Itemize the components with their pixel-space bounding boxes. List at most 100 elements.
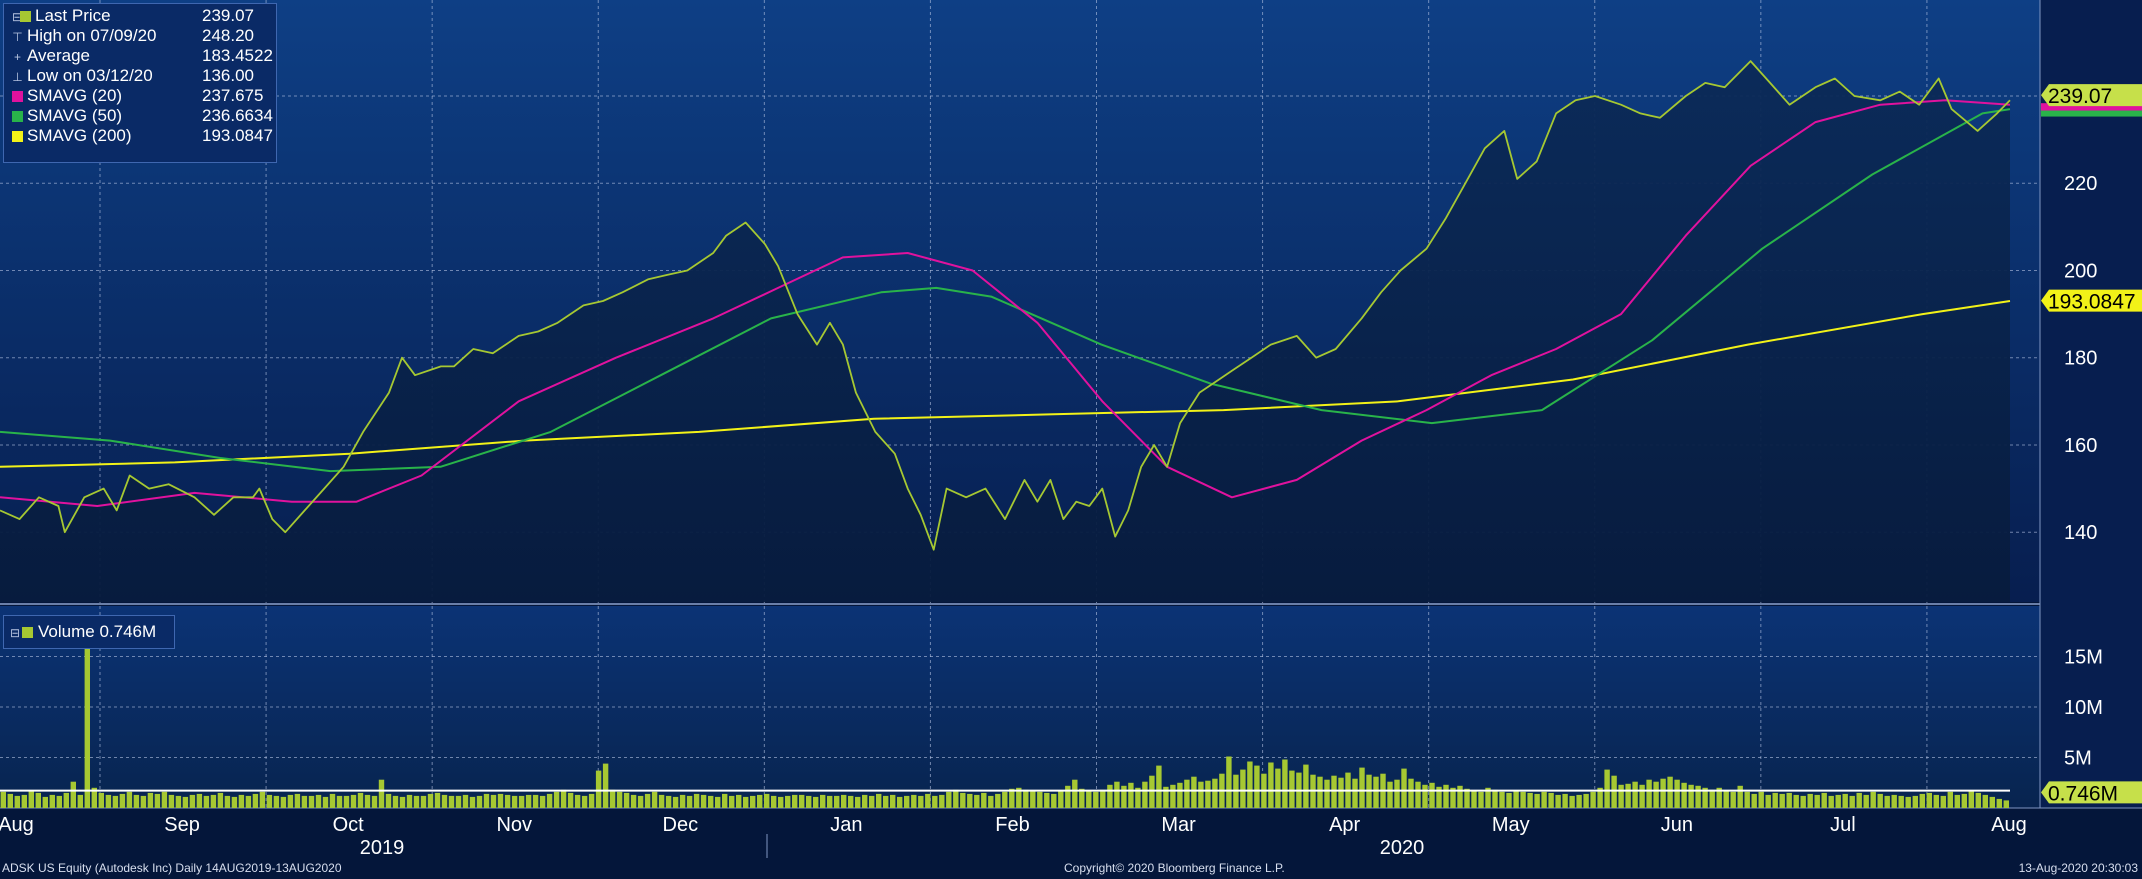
volume-bar xyxy=(736,794,742,808)
volume-bar xyxy=(1184,779,1190,808)
volume-bar xyxy=(616,791,623,808)
volume-bar xyxy=(224,795,231,808)
volume-bar xyxy=(1023,789,1029,808)
volume-bar xyxy=(252,793,259,808)
volume-bar xyxy=(140,795,147,808)
volume-bar xyxy=(1513,790,1519,808)
volume-bar xyxy=(161,791,168,808)
y-tick-label: 160 xyxy=(2064,435,2097,457)
volume-bar xyxy=(602,763,609,808)
volume-bar xyxy=(273,795,280,808)
volume-bar xyxy=(210,794,217,808)
volume-bar xyxy=(686,795,693,808)
volume-bar xyxy=(722,793,728,808)
sma50-swatch xyxy=(12,111,23,122)
volume-bar xyxy=(1450,787,1456,808)
volume-bar xyxy=(1835,794,1841,808)
volume-bar xyxy=(665,795,672,808)
volume-bar xyxy=(1548,792,1554,808)
volume-bar xyxy=(1037,791,1043,808)
volume-bar xyxy=(862,794,868,808)
last-price-tag-label: 239.07 xyxy=(2048,85,2112,108)
volume-bar xyxy=(1331,775,1337,808)
volume-bar xyxy=(1576,794,1582,808)
volume-bar xyxy=(525,794,532,808)
volume-bar xyxy=(743,796,749,808)
x-tick-label: Nov xyxy=(496,814,532,836)
volume-bar xyxy=(1135,787,1141,808)
volume-bar xyxy=(1093,791,1099,808)
x-tick-label: Jul xyxy=(1830,814,1856,836)
legend-sma50: SMAVG (50) 236.6634 xyxy=(12,106,273,126)
volume-bar xyxy=(1149,775,1155,808)
sma200-swatch xyxy=(12,131,23,142)
volume-bar xyxy=(1618,784,1624,808)
last-price-line xyxy=(0,60,2011,551)
volume-bar xyxy=(119,793,126,808)
volume-bar xyxy=(630,794,637,808)
volume-bar xyxy=(483,793,490,808)
volume-bar xyxy=(1107,784,1113,808)
volume-bar xyxy=(1198,781,1204,808)
volume-bar xyxy=(995,793,1001,808)
volume-bar xyxy=(1730,791,1736,808)
volume-bar xyxy=(1114,781,1120,808)
volume-bar xyxy=(1786,792,1792,808)
volume-bar xyxy=(1030,790,1036,808)
year-label: 2020 xyxy=(1380,837,1425,859)
volume-bar xyxy=(1499,791,1505,808)
volume-bar xyxy=(28,790,34,808)
volume-bar xyxy=(469,796,476,808)
x-tick-label: Mar xyxy=(1161,814,1196,836)
value-tags: 239.07 193.0847 0.746M xyxy=(2041,84,2142,805)
volume-bar xyxy=(1688,784,1694,808)
volume-bar xyxy=(301,795,308,808)
volume-bar xyxy=(1905,796,1911,808)
volume-bar xyxy=(1478,791,1484,808)
volume-bar xyxy=(1352,778,1358,808)
volume-bar xyxy=(1562,793,1568,808)
volume-bar xyxy=(960,792,966,808)
x-tick-label: Feb xyxy=(995,814,1029,836)
volume-bar xyxy=(1009,788,1015,808)
volume-bar xyxy=(133,794,140,808)
volume-bar xyxy=(841,794,847,808)
volume-bar xyxy=(1128,782,1134,809)
volume-bar xyxy=(518,795,525,808)
volume-bar xyxy=(855,796,861,808)
volume-bar xyxy=(623,792,630,808)
volume-bar xyxy=(490,794,497,808)
volume-bar xyxy=(813,796,819,808)
volume-bar xyxy=(1534,793,1540,808)
smavg-20--line xyxy=(0,99,2011,507)
volume-y-tick-label: 10M xyxy=(2064,697,2103,719)
volume-bar xyxy=(1422,784,1428,808)
volume-bar xyxy=(1632,781,1638,808)
volume-bar xyxy=(1597,787,1603,808)
volume-bar xyxy=(1541,791,1547,808)
volume-bar xyxy=(1191,776,1197,808)
volume-bar xyxy=(637,795,644,808)
collapse-icon[interactable]: ⊟ xyxy=(12,10,23,24)
volume-bar xyxy=(1569,795,1575,808)
volume-bar xyxy=(869,795,875,808)
volume-y-tick-label: 5M xyxy=(2064,748,2092,770)
y-tick-label: 220 xyxy=(2064,173,2097,195)
volume-bar xyxy=(553,791,560,808)
volume-bar xyxy=(729,795,735,808)
volume-bar xyxy=(1170,784,1176,808)
volume-bar xyxy=(2003,800,2009,808)
volume-bar xyxy=(911,794,917,808)
volume-bar xyxy=(1660,778,1666,808)
sma20-tag xyxy=(2041,103,2142,114)
volume-bar xyxy=(588,793,595,808)
volume-bar xyxy=(1765,794,1771,808)
volume-bar xyxy=(175,795,182,808)
x-tick-label: Oct xyxy=(333,814,365,836)
volume-bar xyxy=(834,795,840,808)
volume-bar xyxy=(1625,783,1631,808)
volume-bar xyxy=(1324,779,1330,808)
collapse-icon[interactable]: ⊟ xyxy=(10,626,21,640)
volume-bar xyxy=(1926,792,1932,808)
volume-bar xyxy=(806,795,812,808)
